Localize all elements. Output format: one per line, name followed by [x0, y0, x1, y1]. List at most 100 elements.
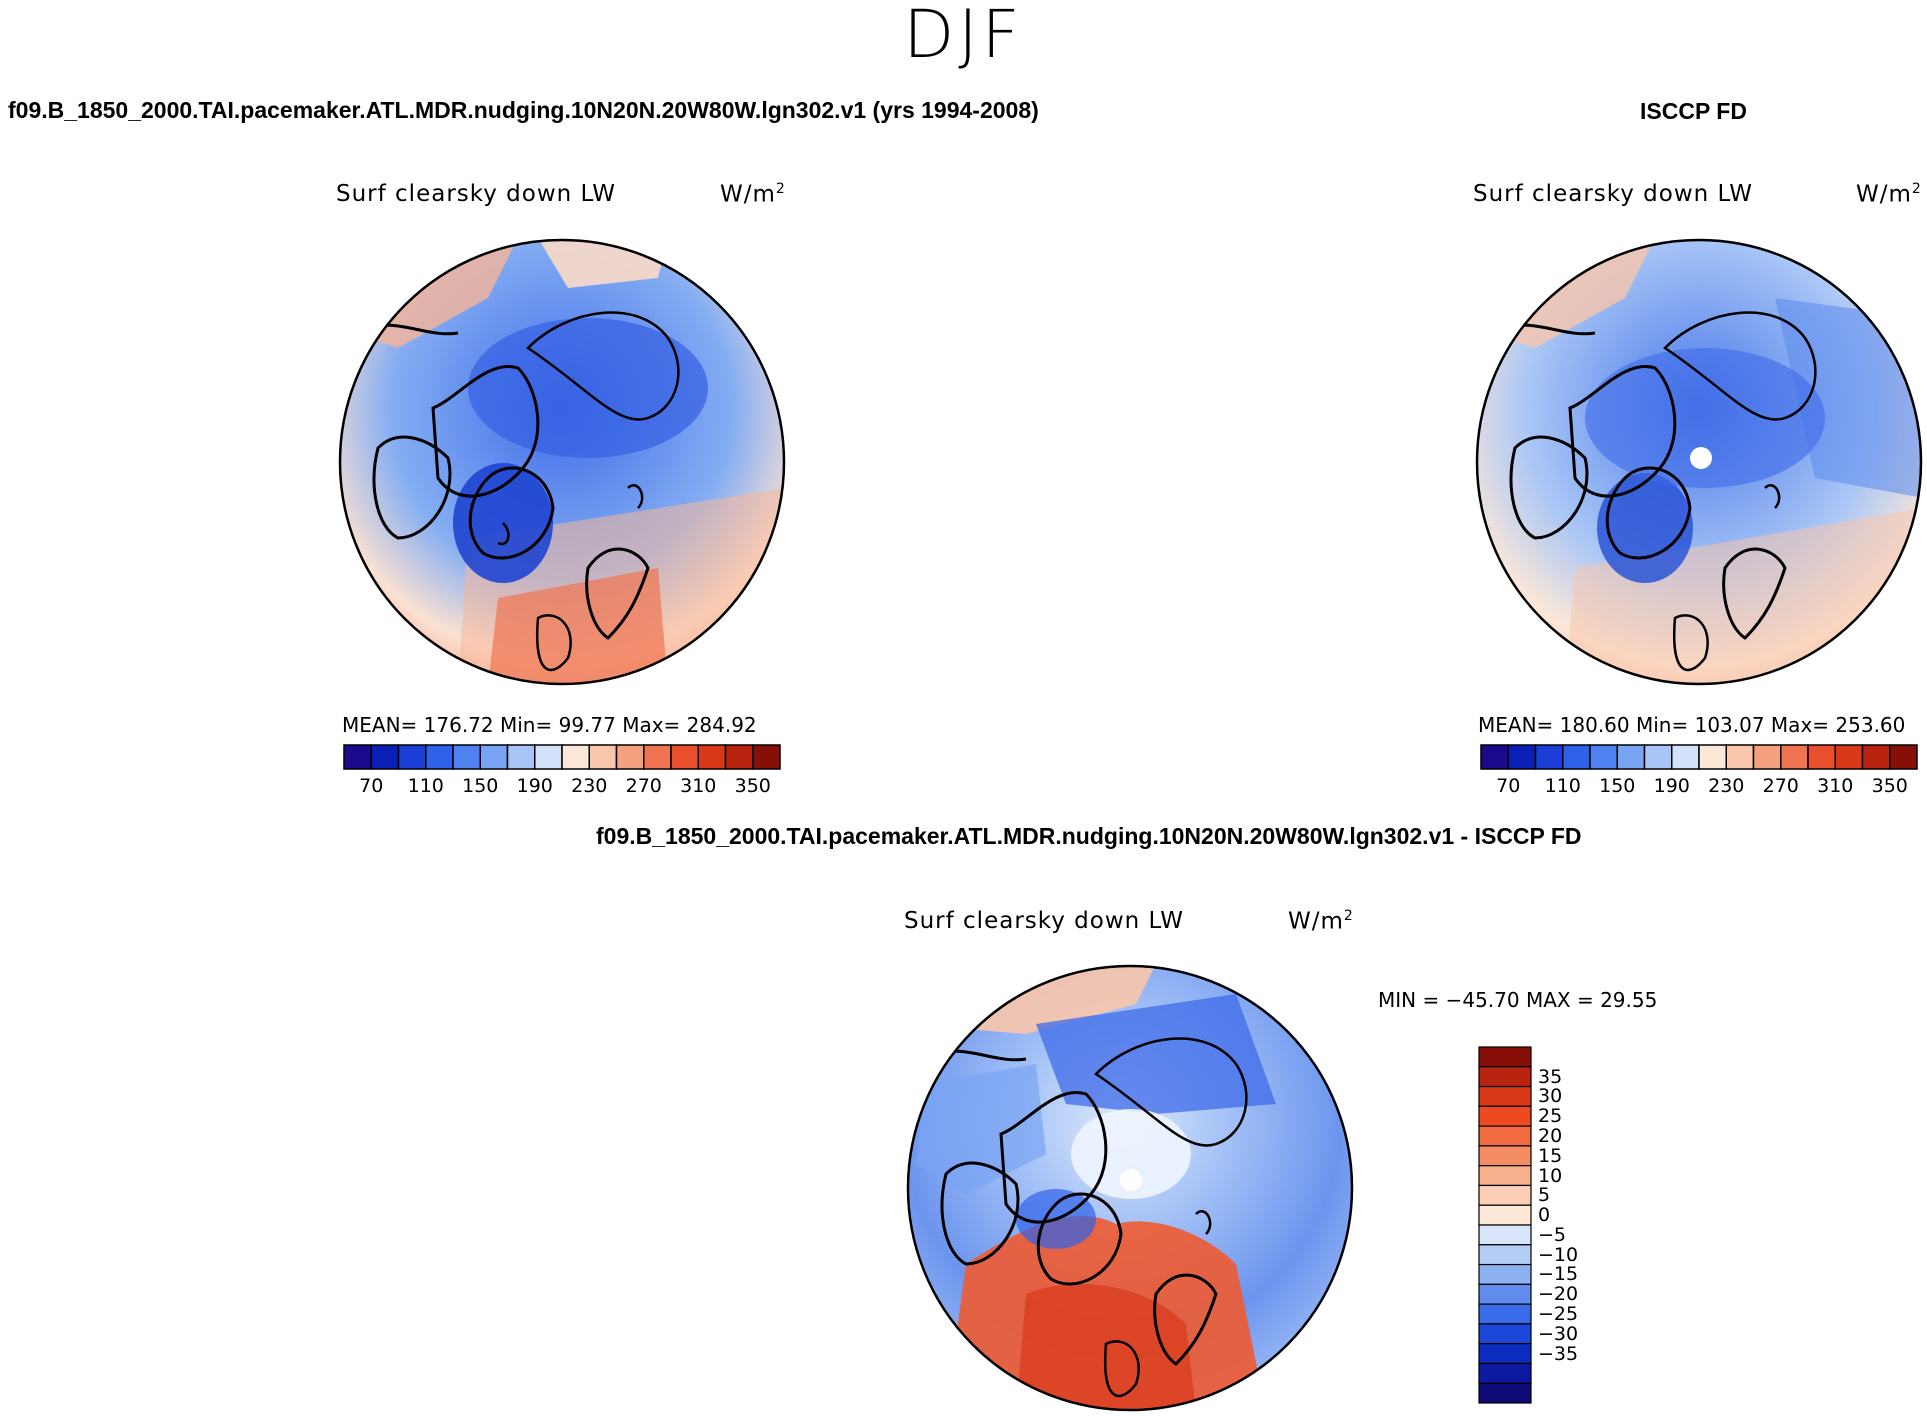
model-colorbar-box — [697, 744, 727, 770]
diff-colorbar-labels: 35 30 25 20 15 10 5 0 −5 −10 −15 −20 −25 −30 −35 — [1538, 1046, 1598, 1406]
model-colorbar-tick: 70 — [359, 775, 384, 797]
model-map — [338, 238, 786, 686]
model-colorbar-box — [479, 744, 509, 770]
model-colorbar-box — [643, 744, 672, 770]
diff-colorbar-box — [1478, 1046, 1532, 1068]
diff-colorbar-tick: −25 — [1538, 1303, 1579, 1325]
diff-colorbar-box — [1478, 1303, 1532, 1325]
diff-colorbar-tick: −35 — [1538, 1342, 1579, 1365]
model-colorbar-box — [615, 744, 645, 770]
obs-colorbar-box — [1562, 744, 1591, 770]
diff-colorbar-box — [1478, 1125, 1532, 1147]
model-colorbar-box — [534, 744, 563, 770]
model-units-label: W/m2 — [720, 181, 786, 208]
diff-colorbar-tick: −10 — [1538, 1243, 1579, 1266]
model-colorbar-box — [452, 744, 481, 770]
obs-colorbar-box — [1807, 744, 1836, 770]
obs-colorbar-box — [1698, 744, 1727, 770]
obs-map — [1475, 238, 1923, 686]
model-colorbar-tick: 310 — [680, 775, 717, 797]
model-colorbar-box — [670, 744, 699, 770]
diff-colorbar-box — [1478, 1362, 1532, 1384]
model-colorbar-tick: 150 — [462, 775, 499, 797]
obs-colorbar-box — [1752, 744, 1782, 770]
page-title: DJF — [903, 0, 1024, 73]
obs-colorbar-tick: 230 — [1708, 775, 1745, 797]
obs-colorbar-box — [1889, 744, 1918, 770]
obs-units-label: W/m2 — [1856, 181, 1922, 208]
model-colorbar-box — [506, 744, 536, 770]
diff-colorbar-box — [1478, 1382, 1532, 1404]
model-variable-label: Surf clearsky down LW — [336, 181, 616, 207]
diff-colorbar-box — [1478, 1323, 1532, 1345]
diff-colorbar-tick: −30 — [1538, 1322, 1579, 1345]
diff-colorbar-box — [1478, 1224, 1532, 1246]
obs-colorbar-tick: 350 — [1871, 775, 1908, 797]
diff-colorbar-box — [1478, 1066, 1532, 1088]
diff-colorbar — [1478, 1046, 1532, 1404]
model-colorbar-tick: 270 — [625, 775, 662, 797]
diff-colorbar-tick: 30 — [1538, 1085, 1563, 1108]
obs-colorbar-box — [1589, 744, 1618, 770]
diff-map — [906, 964, 1354, 1412]
model-colorbar-box — [588, 744, 618, 770]
diff-colorbar-tick: 15 — [1538, 1144, 1563, 1167]
diff-colorbar-tick: −15 — [1538, 1263, 1579, 1286]
diff-colorbar-tick: 0 — [1538, 1204, 1551, 1227]
obs-colorbar-box — [1480, 744, 1509, 770]
obs-colorbar-tick: 70 — [1496, 775, 1521, 797]
diff-colorbar-box — [1478, 1085, 1532, 1107]
obs-colorbar-box — [1834, 744, 1864, 770]
model-colorbar-box — [561, 744, 590, 770]
obs-colorbar-box — [1616, 744, 1646, 770]
diff-colorbar-tick: 5 — [1538, 1184, 1551, 1207]
diff-colorbar-box — [1478, 1343, 1532, 1365]
diff-variable-label: Surf clearsky down LW — [904, 908, 1184, 934]
diff-colorbar-box — [1478, 1145, 1532, 1167]
obs-colorbar-tick: 150 — [1599, 775, 1636, 797]
model-case-title: f09.B_1850_2000.TAI.pacemaker.ATL.MDR.nu… — [8, 97, 1039, 123]
model-stats: MEAN= 176.72 Min= 99.77 Max= 284.92 — [342, 713, 757, 737]
obs-colorbar-box — [1780, 744, 1809, 770]
diff-colorbar-box — [1478, 1283, 1532, 1305]
diff-colorbar-tick: 25 — [1538, 1105, 1563, 1128]
model-colorbar-tick: 230 — [571, 775, 608, 797]
obs-colorbar-box — [1671, 744, 1700, 770]
diff-colorbar-box — [1478, 1244, 1532, 1266]
model-colorbar — [343, 744, 781, 770]
diff-colorbar-box — [1478, 1184, 1532, 1206]
model-colorbar-tick: 190 — [516, 775, 553, 797]
obs-colorbar-tick: 110 — [1544, 775, 1581, 797]
obs-colorbar-tick: 270 — [1762, 775, 1799, 797]
obs-colorbar-box — [1861, 744, 1891, 770]
obs-colorbar-labels: 70 110 150 190 230 270 310 350 — [1481, 775, 1917, 801]
obs-colorbar-tick: 310 — [1817, 775, 1854, 797]
obs-colorbar — [1480, 744, 1918, 770]
model-colorbar-box — [724, 744, 754, 770]
diff-colorbar-tick: −20 — [1538, 1283, 1579, 1306]
diff-units-label: W/m2 — [1288, 908, 1354, 935]
model-colorbar-tick: 110 — [407, 775, 444, 797]
obs-colorbar-box — [1725, 744, 1755, 770]
diff-colorbar-tick: 35 — [1538, 1065, 1563, 1088]
obs-variable-label: Surf clearsky down LW — [1473, 181, 1753, 207]
diff-stats: MIN = −45.70 MAX = 29.55 — [1378, 988, 1658, 1012]
model-colorbar-box — [343, 744, 372, 770]
obs-stats: MEAN= 180.60 Min= 103.07 Max= 253.60 — [1478, 713, 1906, 737]
diff-colorbar-box — [1478, 1165, 1532, 1187]
obs-colorbar-box — [1507, 744, 1537, 770]
model-colorbar-labels: 70 110 150 190 230 270 310 350 — [344, 775, 780, 801]
obs-colorbar-box — [1643, 744, 1673, 770]
obs-case-title: ISCCP FD — [1640, 98, 1747, 124]
diff-case-title: f09.B_1850_2000.TAI.pacemaker.ATL.MDR.nu… — [596, 823, 1582, 849]
diff-colorbar-tick: −5 — [1538, 1223, 1567, 1246]
diff-colorbar-tick: 10 — [1538, 1164, 1563, 1187]
model-colorbar-box — [397, 744, 427, 770]
model-colorbar-box — [425, 744, 454, 770]
model-colorbar-tick: 350 — [734, 775, 771, 797]
diff-colorbar-tick: 20 — [1538, 1125, 1563, 1147]
diff-colorbar-box — [1478, 1105, 1532, 1127]
model-colorbar-box — [370, 744, 400, 770]
diff-colorbar-box — [1478, 1204, 1532, 1226]
model-colorbar-box — [752, 744, 781, 770]
